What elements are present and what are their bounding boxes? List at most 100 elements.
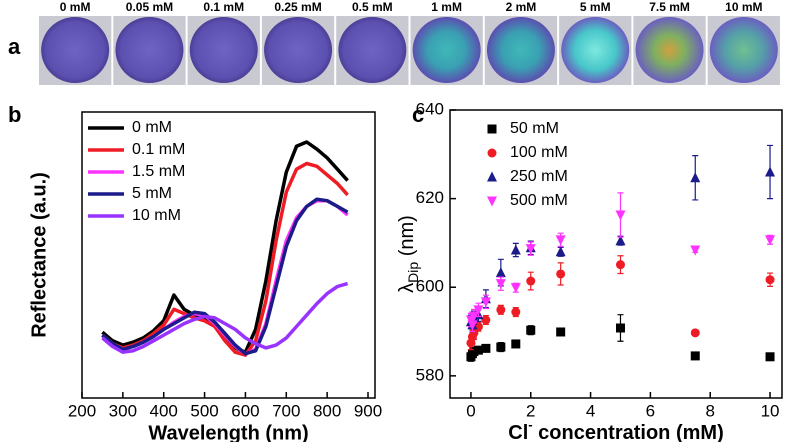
sample-label: 2 mM — [506, 0, 537, 14]
legend-label: 10 mM — [132, 207, 181, 224]
sample-label: 0.1 mM — [203, 0, 244, 14]
marker — [473, 345, 483, 355]
charts: b 200 300 400 500 600 700 800 900 Wavelength (nm)… — [8, 99, 783, 442]
legend-label: 100 mM — [510, 144, 568, 161]
photo-disc — [561, 17, 630, 83]
photo-disc — [635, 17, 704, 83]
photo-disc — [412, 17, 481, 83]
marker — [765, 166, 776, 177]
y-axis-title: λDip (nm) — [396, 215, 420, 293]
x-tick-label: 8 — [705, 401, 714, 420]
marker — [487, 171, 497, 182]
panel-label: a — [8, 34, 21, 59]
x-tick-label: 10 — [761, 401, 780, 420]
y-tick-label: 620 — [416, 188, 444, 207]
panel-label: b — [8, 102, 21, 127]
marker — [495, 279, 506, 290]
x-axis-title: Cl- concentration (mM) — [508, 417, 723, 442]
marker — [525, 244, 536, 255]
chart-panel: b 200 300 400 500 600 700 800 900 Wavelength (nm)… — [8, 102, 382, 442]
photo-disc — [264, 17, 333, 83]
marker — [765, 275, 775, 285]
marker — [556, 269, 566, 279]
marker — [481, 343, 491, 353]
y-tick-label: 600 — [416, 277, 444, 296]
marker — [556, 327, 566, 337]
marker — [615, 235, 626, 246]
legend-label: 0.1 mM — [132, 141, 185, 158]
series-line — [101, 281, 349, 354]
marker — [690, 245, 701, 256]
y-axis-title: Reflectance (a.u.) — [28, 172, 50, 338]
x-tick-label: 2 — [526, 401, 535, 420]
plot-frame — [81, 111, 376, 399]
x-tick-label: 300 — [109, 401, 137, 420]
marker — [496, 305, 506, 315]
legend-label: 0 mM — [132, 119, 172, 136]
marker — [510, 283, 521, 294]
photo-disc — [115, 17, 184, 83]
marker — [690, 328, 700, 338]
marker — [615, 210, 626, 221]
x-tick-label: 900 — [354, 401, 382, 420]
sample-label: 0 mM — [60, 0, 91, 14]
marker — [526, 325, 536, 335]
x-tick-label: 200 — [68, 401, 96, 420]
x-tick-label: 700 — [272, 401, 300, 420]
series-line — [101, 197, 349, 356]
panel-label: c — [412, 102, 424, 127]
legend-label: 50 mM — [510, 120, 559, 137]
marker — [510, 244, 521, 255]
marker — [495, 267, 506, 278]
legend-label: 5 mM — [132, 185, 172, 202]
marker — [526, 276, 536, 286]
y-axis-title-part: (nm) — [396, 215, 418, 262]
marker — [468, 311, 479, 322]
x-axis-title: Wavelength (nm) — [148, 422, 308, 442]
marker — [511, 307, 521, 317]
x-tick-label: 4 — [586, 401, 595, 420]
marker — [496, 342, 506, 352]
marker — [690, 351, 700, 361]
marker — [473, 305, 484, 316]
photo-disc — [486, 17, 555, 83]
marker — [487, 148, 497, 158]
y-tick-label: 640 — [416, 99, 444, 118]
sample-label: 0.05 mM — [126, 0, 173, 14]
x-axis-title-part: Cl — [508, 422, 528, 442]
photo-disc — [709, 17, 778, 83]
marker — [555, 246, 566, 257]
x-axis-title-part: concentration (mM) — [533, 422, 724, 442]
x-tick-label: 0 — [466, 401, 475, 420]
sample-label: 1 mM — [431, 0, 462, 14]
marker — [690, 172, 701, 183]
sample-label: 7.5 mM — [649, 0, 690, 14]
legend-label: 250 mM — [510, 168, 568, 185]
y-axis-title-part: λ — [396, 283, 418, 293]
photo-disc — [41, 17, 110, 83]
chart-panel: c 0 2 4 6 8 10 580 600 620 640 Cl- concentration (m… — [396, 99, 783, 442]
image-strip: 0 mM 0.05 mM 0.1 mM 0.25 mM 0.5 mM 1 mM 2 mM 5 … — [39, 0, 780, 85]
x-tick-label: 6 — [646, 401, 655, 420]
sample-label: 0.25 mM — [274, 0, 321, 14]
photo-disc — [189, 17, 258, 83]
marker — [480, 297, 491, 308]
sample-label: 5 mM — [580, 0, 611, 14]
marker — [481, 315, 491, 325]
sample-label: 0.5 mM — [352, 0, 393, 14]
sample-label: 10 mM — [725, 0, 762, 14]
photo-disc — [338, 17, 407, 83]
legend-label: 1.5 mM — [132, 163, 185, 180]
x-tick-label: 400 — [150, 401, 178, 420]
marker — [615, 323, 625, 333]
marker — [487, 196, 497, 207]
marker — [615, 260, 625, 270]
plot-frame — [449, 109, 783, 399]
x-tick-label: 600 — [231, 401, 259, 420]
marker — [511, 339, 521, 349]
x-tick-label: 500 — [190, 401, 218, 420]
marker — [765, 352, 775, 362]
marker — [555, 235, 566, 246]
legend-label: 500 mM — [510, 192, 568, 209]
